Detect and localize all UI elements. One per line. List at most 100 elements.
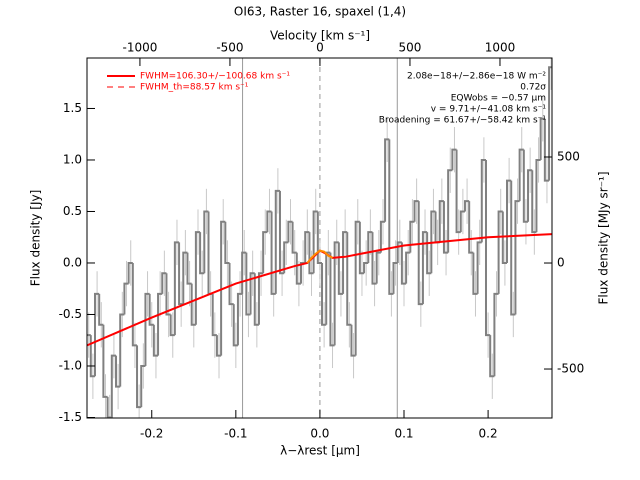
spectrum-step — [228, 262, 234, 306]
spectrum-step — [291, 221, 297, 254]
spectrum-step — [304, 231, 310, 263]
spectrum-step — [245, 252, 251, 316]
tick-label: 0.2 — [479, 427, 498, 441]
annotation: 2.08e−18+/−2.86e−18 W m⁻² — [407, 72, 546, 82]
spectrum-step — [463, 200, 470, 212]
spectrum-step — [426, 232, 432, 275]
spectrum-step — [203, 210, 209, 274]
spectrum-step — [186, 252, 192, 285]
model-line — [306, 249, 333, 264]
spectrum-step — [161, 272, 167, 294]
spectrum-step — [522, 149, 529, 223]
tick-label: 0.0 — [63, 255, 82, 269]
spectrum-step — [93, 292, 100, 377]
spectrum-step — [350, 324, 356, 357]
spectrum-step — [493, 292, 499, 377]
spectrum-step — [476, 241, 482, 294]
spectrum-step — [144, 292, 150, 366]
legend-label: FWHM=106.30+/−100.68 km s⁻¹ — [140, 72, 290, 82]
spectrum-step — [489, 335, 495, 378]
legend-label: FWHM_th=88.57 km s⁻¹ — [140, 83, 249, 93]
spectrum-step — [295, 252, 302, 285]
spectrum-step — [266, 210, 272, 233]
spectrum-step — [346, 232, 352, 326]
spectrum-step — [543, 118, 550, 182]
spectrum-step — [123, 282, 129, 315]
spectrum-step — [342, 231, 348, 294]
spectrum-step — [421, 231, 428, 305]
spectrum-step — [442, 201, 449, 254]
annotation: v = 9.71+/−41.08 km s⁻¹ — [431, 105, 547, 115]
spectrum-step — [392, 261, 398, 294]
spectrum-step — [358, 221, 365, 275]
right-axis-label: Flux density [MJy sr⁻¹] — [597, 171, 611, 304]
spectrum-step — [321, 262, 327, 326]
spectrum-step — [283, 241, 289, 274]
spectrum-step — [274, 189, 280, 294]
spectrum-step — [257, 272, 264, 325]
spectrum-step — [119, 313, 125, 387]
tick-label: 0.0 — [310, 427, 329, 441]
spectrum-step — [152, 324, 159, 357]
top-axis-label: Velocity [km s⁻¹] — [270, 29, 370, 43]
spectrum-step — [106, 396, 112, 419]
spectrum-step — [110, 354, 117, 418]
spectrum-step — [249, 272, 255, 315]
spectrum-step — [405, 251, 411, 284]
spectrum-step — [312, 210, 318, 274]
spectrum-step — [413, 200, 419, 222]
spectrum-step — [173, 241, 180, 336]
spectrum-step — [451, 148, 457, 171]
spectrum-step — [371, 232, 377, 285]
spectrum-step — [337, 242, 344, 295]
spectrum-step — [194, 231, 201, 325]
chart-title: OI63, Raster 16, spaxel (1,4) — [234, 5, 406, 19]
spectrum-step — [539, 117, 545, 160]
y-axis-label: Flux density [Jy] — [29, 190, 43, 287]
spectrum-step — [127, 261, 133, 284]
spectrum-step — [236, 292, 243, 346]
spectrum-step — [447, 169, 453, 253]
spectrum-step — [224, 221, 230, 264]
tick-label: -1000 — [122, 41, 157, 55]
spectrum-step — [140, 364, 146, 408]
spectrum-step — [417, 201, 423, 306]
spectrum-step — [270, 211, 276, 295]
spectrum-step — [384, 138, 390, 222]
spectrum-step — [501, 211, 508, 264]
tick-label: -0.1 — [224, 427, 247, 441]
spectrum-step — [548, 66, 552, 181]
spectrum-step — [497, 210, 503, 294]
spectrum-step — [535, 158, 541, 233]
spectrum-step — [379, 220, 386, 253]
spectrum-step — [232, 304, 238, 347]
spectrum-step — [241, 251, 247, 294]
tick-label: -1.5 — [59, 410, 82, 424]
spectrum-step — [354, 220, 360, 356]
spectrum-step — [182, 251, 188, 305]
tick-label: 500 — [399, 41, 422, 55]
spectrum-step — [157, 292, 163, 356]
spectrum-step — [308, 232, 314, 275]
spectrum-step — [115, 355, 121, 388]
spectrum-step — [333, 241, 339, 346]
tick-label: -500 — [557, 362, 584, 376]
spectrum-step — [89, 335, 95, 378]
spectrum-step — [329, 252, 335, 347]
tick-label: -500 — [216, 41, 243, 55]
tick-label: 0.1 — [394, 427, 413, 441]
spectrum-step — [102, 324, 108, 398]
tick-label: 1.0 — [63, 152, 82, 166]
spectrum-step — [514, 200, 520, 315]
spectrum-step — [253, 273, 259, 326]
spectrum-step — [484, 159, 491, 337]
tick-label: -1.0 — [59, 358, 82, 372]
spectrum-step — [510, 180, 516, 316]
spectrum-step — [430, 210, 436, 274]
spectrum-step — [278, 190, 285, 275]
spectrum-step — [287, 220, 293, 243]
tick-label: 1000 — [485, 41, 516, 55]
spectrum-step — [455, 149, 461, 234]
spectrum-step — [480, 158, 486, 243]
